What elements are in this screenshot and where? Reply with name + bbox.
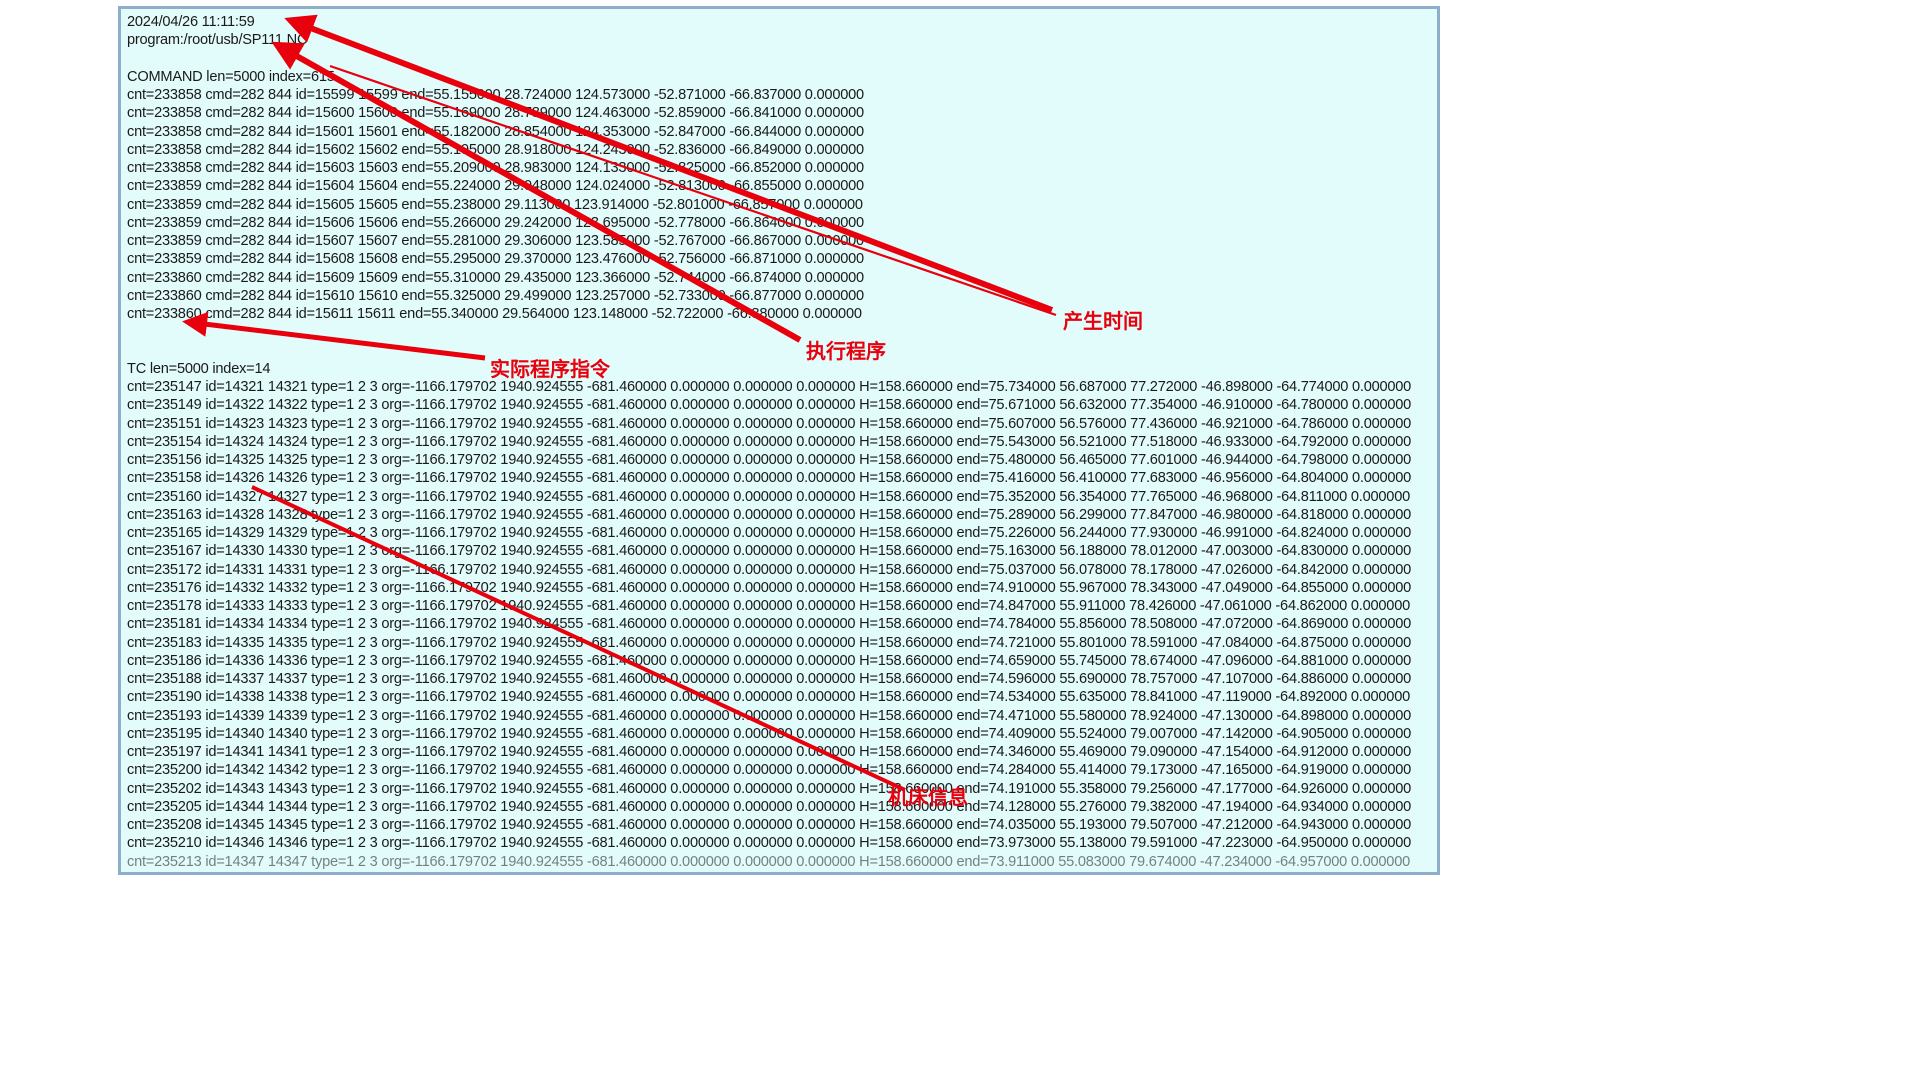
tc-line: cnt=235202 id=14343 14343 type=1 2 3 org… <box>127 780 1412 797</box>
log-spacer-1 <box>127 50 1437 68</box>
tc-line: cnt=235190 id=14338 14338 type=1 2 3 org… <box>127 689 1410 706</box>
log-spacer-2 <box>127 323 1437 341</box>
tc-line: cnt=235163 id=14328 14328 type=1 2 3 org… <box>127 506 1412 523</box>
command-line: cnt=233859 cmd=282 844 id=15604 15604 en… <box>127 178 864 195</box>
log-bottom-strip <box>118 875 1440 903</box>
tc-line: cnt=235147 id=14321 14321 type=1 2 3 org… <box>127 379 1412 395</box>
tc-line: cnt=235213 id=14347 14347 type=1 2 3 org… <box>127 853 1410 870</box>
tc-line: cnt=235158 id=14326 14326 type=1 2 3 org… <box>127 470 1412 487</box>
annotation-label-machine-info: 机床信息 <box>888 787 968 809</box>
tc-section-header: TC len=5000 index=14 <box>127 360 271 377</box>
command-line: cnt=233859 cmd=282 844 id=15607 15607 en… <box>127 233 864 249</box>
command-line: cnt=233858 cmd=282 844 id=15601 15601 en… <box>127 123 864 140</box>
command-line: cnt=233859 cmd=282 844 id=15605 15605 en… <box>127 196 863 213</box>
log-spacer-3 <box>127 342 1437 360</box>
command-line: cnt=233858 cmd=282 844 id=15599 15599 en… <box>127 87 864 103</box>
log-window[interactable]: 2024/04/26 11:11:59 program:/root/usb/SP… <box>118 6 1440 875</box>
command-section-header: COMMAND len=5000 index=615 <box>127 68 335 85</box>
log-timestamp: 2024/04/26 11:11:59 <box>127 14 255 30</box>
tc-line: cnt=235165 id=14329 14329 type=1 2 3 org… <box>127 525 1412 541</box>
tc-line: cnt=235200 id=14342 14342 type=1 2 3 org… <box>127 762 1412 779</box>
annotation-label-exec-program: 执行程序 <box>806 341 886 363</box>
tc-line: cnt=235183 id=14335 14335 type=1 2 3 org… <box>127 634 1412 651</box>
command-line: cnt=233859 cmd=282 844 id=15606 15606 en… <box>127 214 864 231</box>
log-program-path: program:/root/usb/SP111.NC <box>127 32 308 49</box>
tc-line: cnt=235188 id=14337 14337 type=1 2 3 org… <box>127 671 1412 687</box>
tc-line: cnt=235160 id=14327 14327 type=1 2 3 org… <box>127 488 1410 505</box>
command-line: cnt=233860 cmd=282 844 id=15610 15610 en… <box>127 287 864 304</box>
log-text-area[interactable]: 2024/04/26 11:11:59 program:/root/usb/SP… <box>127 13 1437 872</box>
tc-line: cnt=235197 id=14341 14341 type=1 2 3 org… <box>127 744 1412 760</box>
tc-line: cnt=235210 id=14346 14346 type=1 2 3 org… <box>127 835 1412 852</box>
tc-line: cnt=235181 id=14334 14334 type=1 2 3 org… <box>127 616 1412 633</box>
tc-line: cnt=235151 id=14323 14323 type=1 2 3 org… <box>127 415 1412 432</box>
tc-line: cnt=235172 id=14331 14331 type=1 2 3 org… <box>127 561 1412 578</box>
tc-line: cnt=235156 id=14325 14325 type=1 2 3 org… <box>127 452 1412 468</box>
command-line: cnt=233858 cmd=282 844 id=15602 15602 en… <box>127 141 864 158</box>
command-line: cnt=233858 cmd=282 844 id=15600 15600 en… <box>127 105 864 122</box>
tc-line: cnt=235205 id=14344 14344 type=1 2 3 org… <box>127 798 1412 815</box>
tc-line: cnt=235167 id=14330 14330 type=1 2 3 org… <box>127 543 1412 560</box>
tc-line: cnt=235176 id=14332 14332 type=1 2 3 org… <box>127 579 1412 596</box>
command-line: cnt=233860 cmd=282 844 id=15609 15609 en… <box>127 269 864 286</box>
tc-line: cnt=235178 id=14333 14333 type=1 2 3 org… <box>127 598 1410 614</box>
tc-line: cnt=235149 id=14322 14322 type=1 2 3 org… <box>127 397 1412 414</box>
tc-line: cnt=235208 id=14345 14345 type=1 2 3 org… <box>127 817 1412 833</box>
tc-line: cnt=235193 id=14339 14339 type=1 2 3 org… <box>127 707 1412 724</box>
tc-line: cnt=235195 id=14340 14340 type=1 2 3 org… <box>127 725 1412 742</box>
tc-line: cnt=235186 id=14336 14336 type=1 2 3 org… <box>127 652 1412 669</box>
command-line: cnt=233859 cmd=282 844 id=15608 15608 en… <box>127 251 864 268</box>
command-line: cnt=233860 cmd=282 844 id=15611 15611 en… <box>127 306 862 322</box>
command-line: cnt=233858 cmd=282 844 id=15603 15603 en… <box>127 160 864 176</box>
tc-line: cnt=235154 id=14324 14324 type=1 2 3 org… <box>127 433 1412 450</box>
annotation-label-produce-time: 产生时间 <box>1063 311 1143 333</box>
annotation-label-actual-cmd: 实际程序指令 <box>490 359 610 381</box>
